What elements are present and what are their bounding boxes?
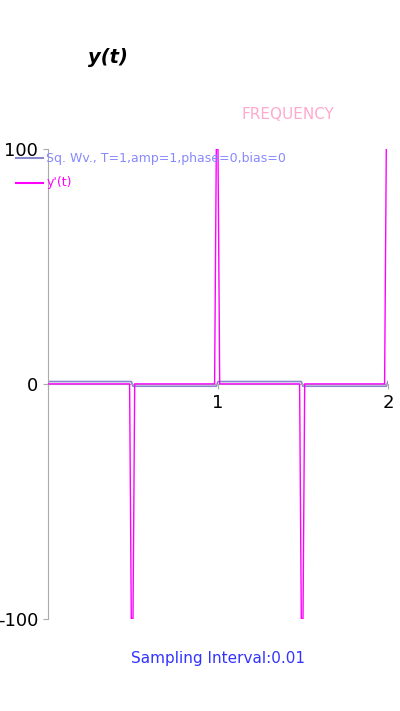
Text: Sampling Interval:0.01: Sampling Interval:0.01 <box>131 651 305 666</box>
Text: FREQUENCY: FREQUENCY <box>242 107 334 122</box>
Text: ◁: ◁ <box>92 670 108 688</box>
Text: y'(t): y'(t) <box>46 176 72 190</box>
Text: y(t): y(t) <box>88 48 128 67</box>
Text: 22%: 22% <box>278 9 300 19</box>
Text: Sq. Wv., T=1,amp=1,phase=0,bias=0: Sq. Wv., T=1,amp=1,phase=0,bias=0 <box>46 151 286 165</box>
Text: T: T <box>82 105 94 123</box>
Text: □: □ <box>292 670 308 688</box>
Text: ○: ○ <box>192 670 208 688</box>
Text: 06:41: 06:41 <box>344 9 380 19</box>
